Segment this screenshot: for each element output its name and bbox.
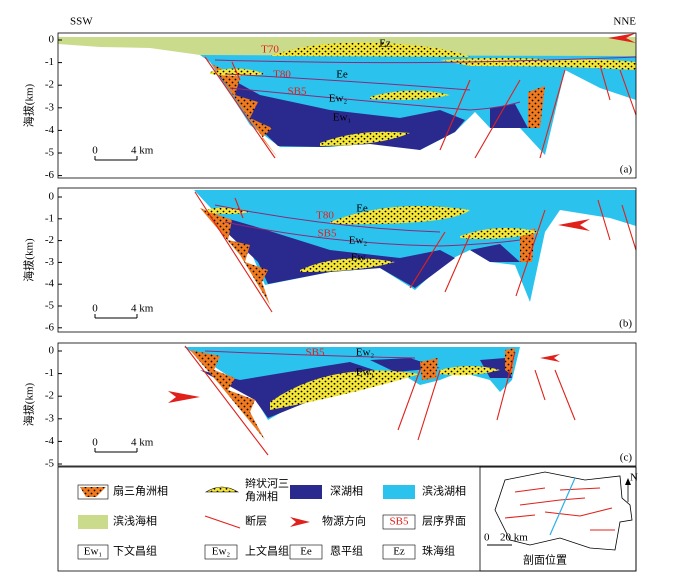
direction-right: NNE xyxy=(613,16,636,28)
map-scale-length: 20 km xyxy=(500,532,528,544)
y-axis-label: 海拔(km) xyxy=(22,83,36,127)
panel-label: (a) xyxy=(620,164,633,176)
legend-label: 断层 xyxy=(245,514,267,528)
formation-label: Ew₂ xyxy=(329,93,348,105)
horizon-label: SB5 xyxy=(306,347,325,359)
formation-label: Ez xyxy=(379,38,391,50)
map-caption: 剖面位置 xyxy=(523,553,567,567)
y-tick-label: -6 xyxy=(45,169,55,181)
map-scale-zero: 0 xyxy=(484,532,490,544)
y-tick-label: -1 xyxy=(45,367,54,379)
scale-length: 4 km xyxy=(131,437,154,449)
horizon-label: T70 xyxy=(261,44,279,56)
north-label: N xyxy=(630,472,638,484)
legend-label: 珠海组 xyxy=(422,544,455,558)
formation-label: Ew₁ xyxy=(351,252,370,264)
legend xyxy=(57,466,637,572)
y-tick-label: -6 xyxy=(45,321,55,333)
y-tick-label: -1 xyxy=(45,212,54,224)
y-tick-label: -2 xyxy=(45,390,54,402)
formation-label: Ew₂ xyxy=(349,235,368,247)
y-tick-label: -5 xyxy=(45,300,55,312)
section-c xyxy=(168,345,576,456)
y-tick-label: -4 xyxy=(45,124,55,136)
formation-label: Ew₁ xyxy=(356,367,375,379)
formation-label: Ee xyxy=(356,203,368,215)
y-tick-label: -1 xyxy=(45,56,54,68)
y-axis-label: 海拔(km) xyxy=(22,382,36,426)
legend-label: 深湖相 xyxy=(330,485,363,498)
horizon-label: T80 xyxy=(273,69,291,81)
y-tick-label: -3 xyxy=(45,256,55,268)
y-tick-label: 0 xyxy=(49,345,55,357)
panel-label: (b) xyxy=(619,318,632,330)
horizon-label: SB5 xyxy=(288,86,307,98)
legend-symbol: Ee xyxy=(300,546,312,558)
legend-label: 物源方向 xyxy=(322,514,366,528)
legend-label: 扇三角洲相 xyxy=(113,484,168,498)
scale-zero: 0 xyxy=(92,437,98,449)
formation-label: Ew₁ xyxy=(333,112,352,124)
scale-length: 4 km xyxy=(131,303,154,315)
legend-symbol: SB5 xyxy=(390,516,409,528)
y-axis-label: 海拔(km) xyxy=(22,238,36,282)
y-tick-label: -4 xyxy=(45,435,55,447)
legend-label: 层序界面 xyxy=(422,514,466,528)
y-tick-label: -3 xyxy=(45,412,55,424)
legend-label-box: 辫状河三角洲相 xyxy=(245,478,289,503)
y-tick-label: -2 xyxy=(45,234,54,246)
legend-label: 辫状河三角洲相 xyxy=(245,478,289,503)
panel-frame xyxy=(57,32,637,179)
y-tick-label: -5 xyxy=(45,458,55,470)
section-a xyxy=(58,33,637,159)
location-map: N 0 20 km 剖面位置 xyxy=(479,466,638,572)
legend-label: 恩平组 xyxy=(330,544,363,558)
y-tick-label: 0 xyxy=(49,34,55,46)
scale-zero: 0 xyxy=(92,303,98,315)
legend-symbol: Ez xyxy=(393,546,405,558)
panel-frame xyxy=(57,342,637,467)
section-b xyxy=(194,190,637,313)
legend-symbol: Ew₂ xyxy=(212,546,231,558)
legend-symbol: Ew₁ xyxy=(84,546,103,558)
panel-frame xyxy=(57,187,637,333)
y-tick-label: 0 xyxy=(49,191,55,203)
horizon-label: SB5 xyxy=(318,228,337,240)
scale-zero: 0 xyxy=(92,145,98,157)
y-tick-label: -3 xyxy=(45,101,55,113)
formation-label: Ew₂ xyxy=(356,347,375,359)
y-tick-label: -4 xyxy=(45,278,55,290)
scale-length: 4 km xyxy=(131,145,154,157)
formation-label: Ee xyxy=(336,69,348,81)
horizon-label: T80 xyxy=(316,210,334,222)
legend-label: 下文昌组 xyxy=(113,544,157,558)
y-tick-label: -5 xyxy=(45,147,55,159)
legend-label: 滨浅海相 xyxy=(113,514,157,528)
direction-left: SSW xyxy=(70,16,93,28)
panel-label: (c) xyxy=(620,452,633,464)
legend-label: 上文昌组 xyxy=(245,544,289,558)
y-tick-label: -2 xyxy=(45,79,54,91)
legend-label: 滨浅湖相 xyxy=(422,484,466,498)
